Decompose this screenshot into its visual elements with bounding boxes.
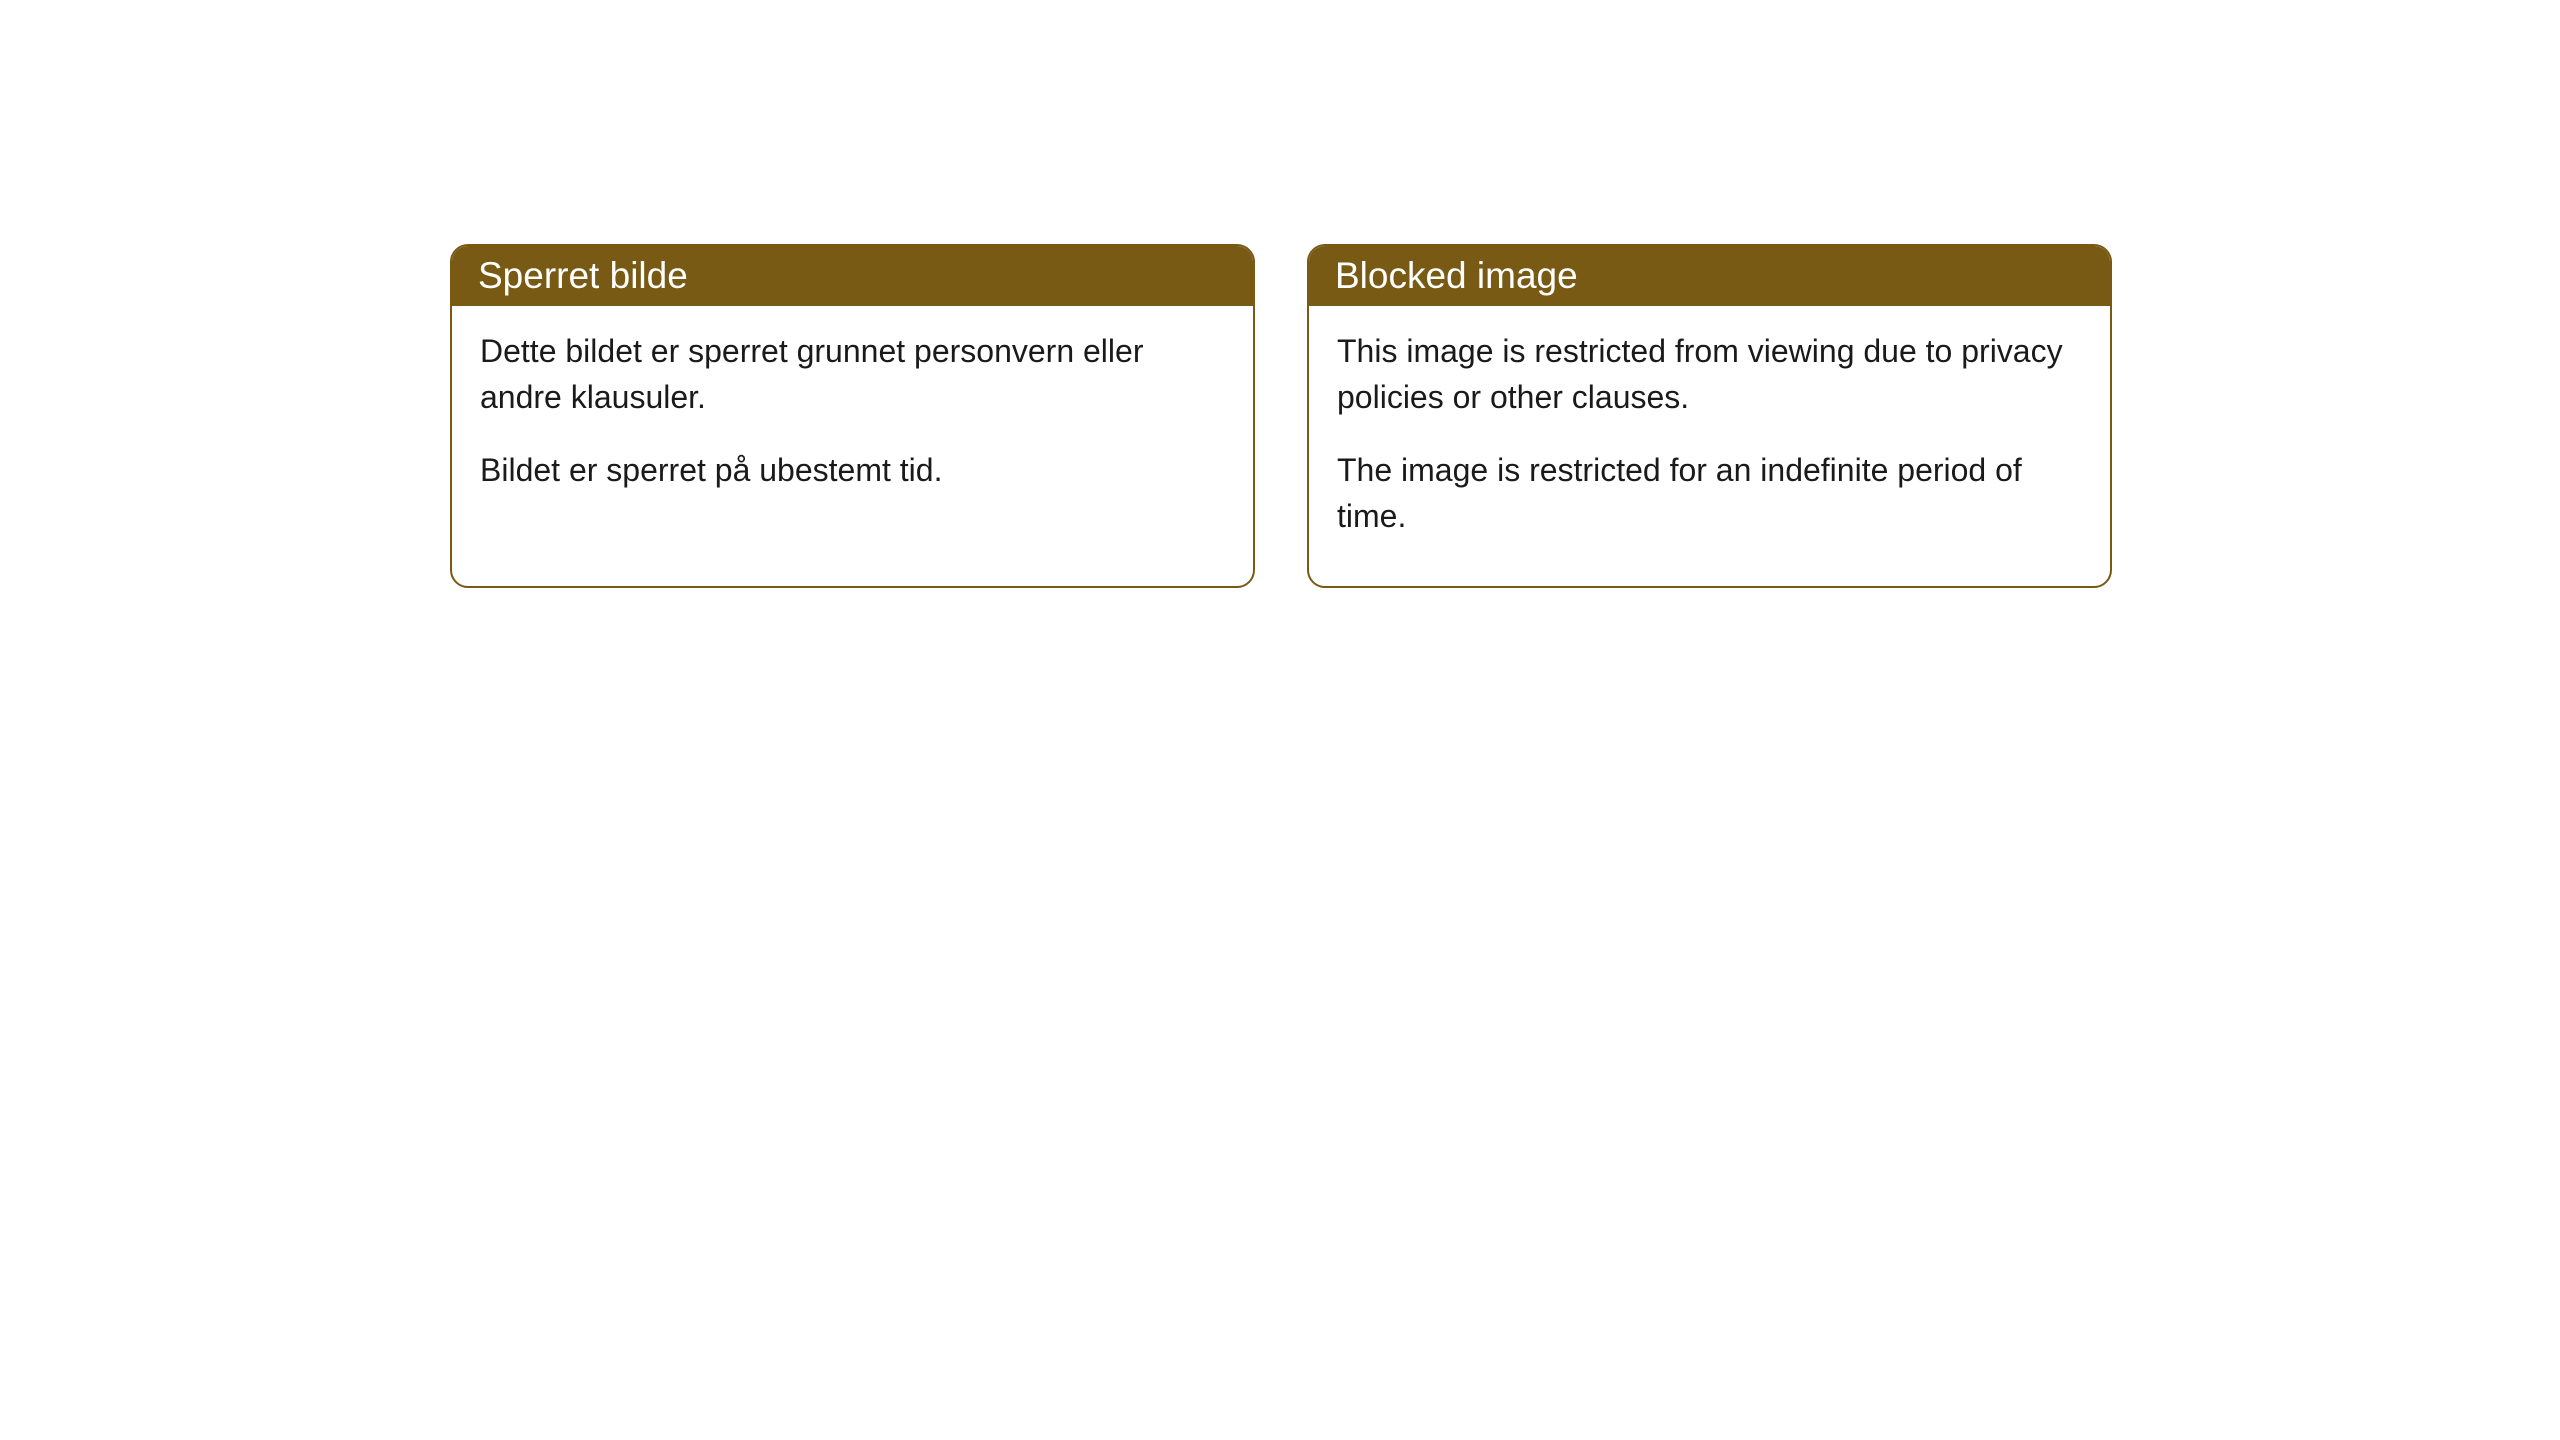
blocked-image-card-norwegian: Sperret bilde Dette bildet er sperret gr…	[450, 244, 1255, 588]
blocked-image-card-english: Blocked image This image is restricted f…	[1307, 244, 2112, 588]
card-paragraph: Dette bildet er sperret grunnet personve…	[480, 328, 1225, 421]
card-title: Sperret bilde	[478, 255, 688, 296]
card-paragraph: This image is restricted from viewing du…	[1337, 328, 2082, 421]
card-paragraph: The image is restricted for an indefinit…	[1337, 447, 2082, 540]
card-paragraph: Bildet er sperret på ubestemt tid.	[480, 447, 1225, 493]
card-body: This image is restricted from viewing du…	[1309, 306, 2110, 586]
card-title: Blocked image	[1335, 255, 1578, 296]
card-container: Sperret bilde Dette bildet er sperret gr…	[450, 244, 2112, 588]
card-body: Dette bildet er sperret grunnet personve…	[452, 306, 1253, 539]
card-header: Sperret bilde	[452, 246, 1253, 306]
card-header: Blocked image	[1309, 246, 2110, 306]
